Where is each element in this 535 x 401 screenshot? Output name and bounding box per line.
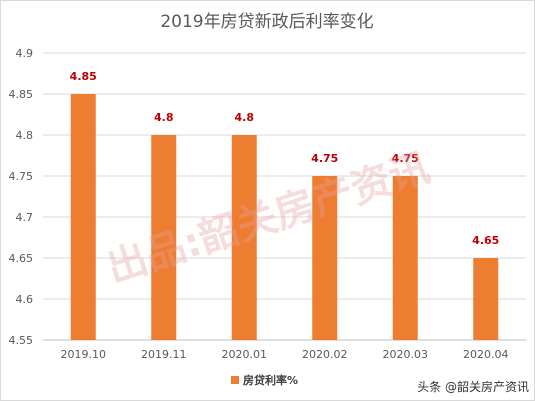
x-axis-ticks: 2019.10 2019.11 2020.01 2020.02 2020.03 2020.… [61,348,509,361]
x-tick-label: 2020.04 [463,348,509,361]
bar [70,94,96,340]
x-tick-label: 2019.10 [61,348,107,361]
legend-swatch [231,376,239,384]
y-tick-label: 4.75 [9,170,34,183]
bars [70,94,499,340]
x-tick-label: 2020.01 [222,348,268,361]
y-tick-label: 4.55 [9,334,34,347]
y-tick-label: 4.85 [9,88,34,101]
legend-label: 房贷利率% [243,373,298,387]
data-label: 4.8 [154,111,174,124]
x-tick-label: 2019.11 [141,348,187,361]
y-tick-label: 4.7 [16,211,34,224]
bar [392,176,418,340]
gridlines [43,52,526,341]
bar [312,176,338,340]
y-tick-label: 4.9 [16,47,34,60]
x-tick-label: 2020.02 [302,348,348,361]
data-labels: 4.85 4.8 4.8 4.75 4.75 4.65 [70,70,500,247]
bar [151,135,177,340]
footer-source: 头条 @韶关房产资讯 [417,379,529,394]
x-tick-label: 2020.03 [383,348,429,361]
y-tick-label: 4.6 [16,293,34,306]
legend: 房贷利率% [231,373,298,387]
chart-title: 2019年房贷新政后利率变化 [160,12,373,32]
data-label: 4.75 [311,152,338,165]
data-label: 4.8 [235,111,255,124]
y-axis-ticks: 4.55 4.6 4.65 4.7 4.75 4.8 4.85 4.9 [9,47,34,347]
y-tick-label: 4.8 [16,129,34,142]
data-label: 4.85 [70,70,97,83]
data-label: 4.65 [472,234,499,247]
y-tick-label: 4.65 [9,252,34,265]
data-label: 4.75 [392,152,419,165]
bar [231,135,257,340]
bar [473,258,499,340]
